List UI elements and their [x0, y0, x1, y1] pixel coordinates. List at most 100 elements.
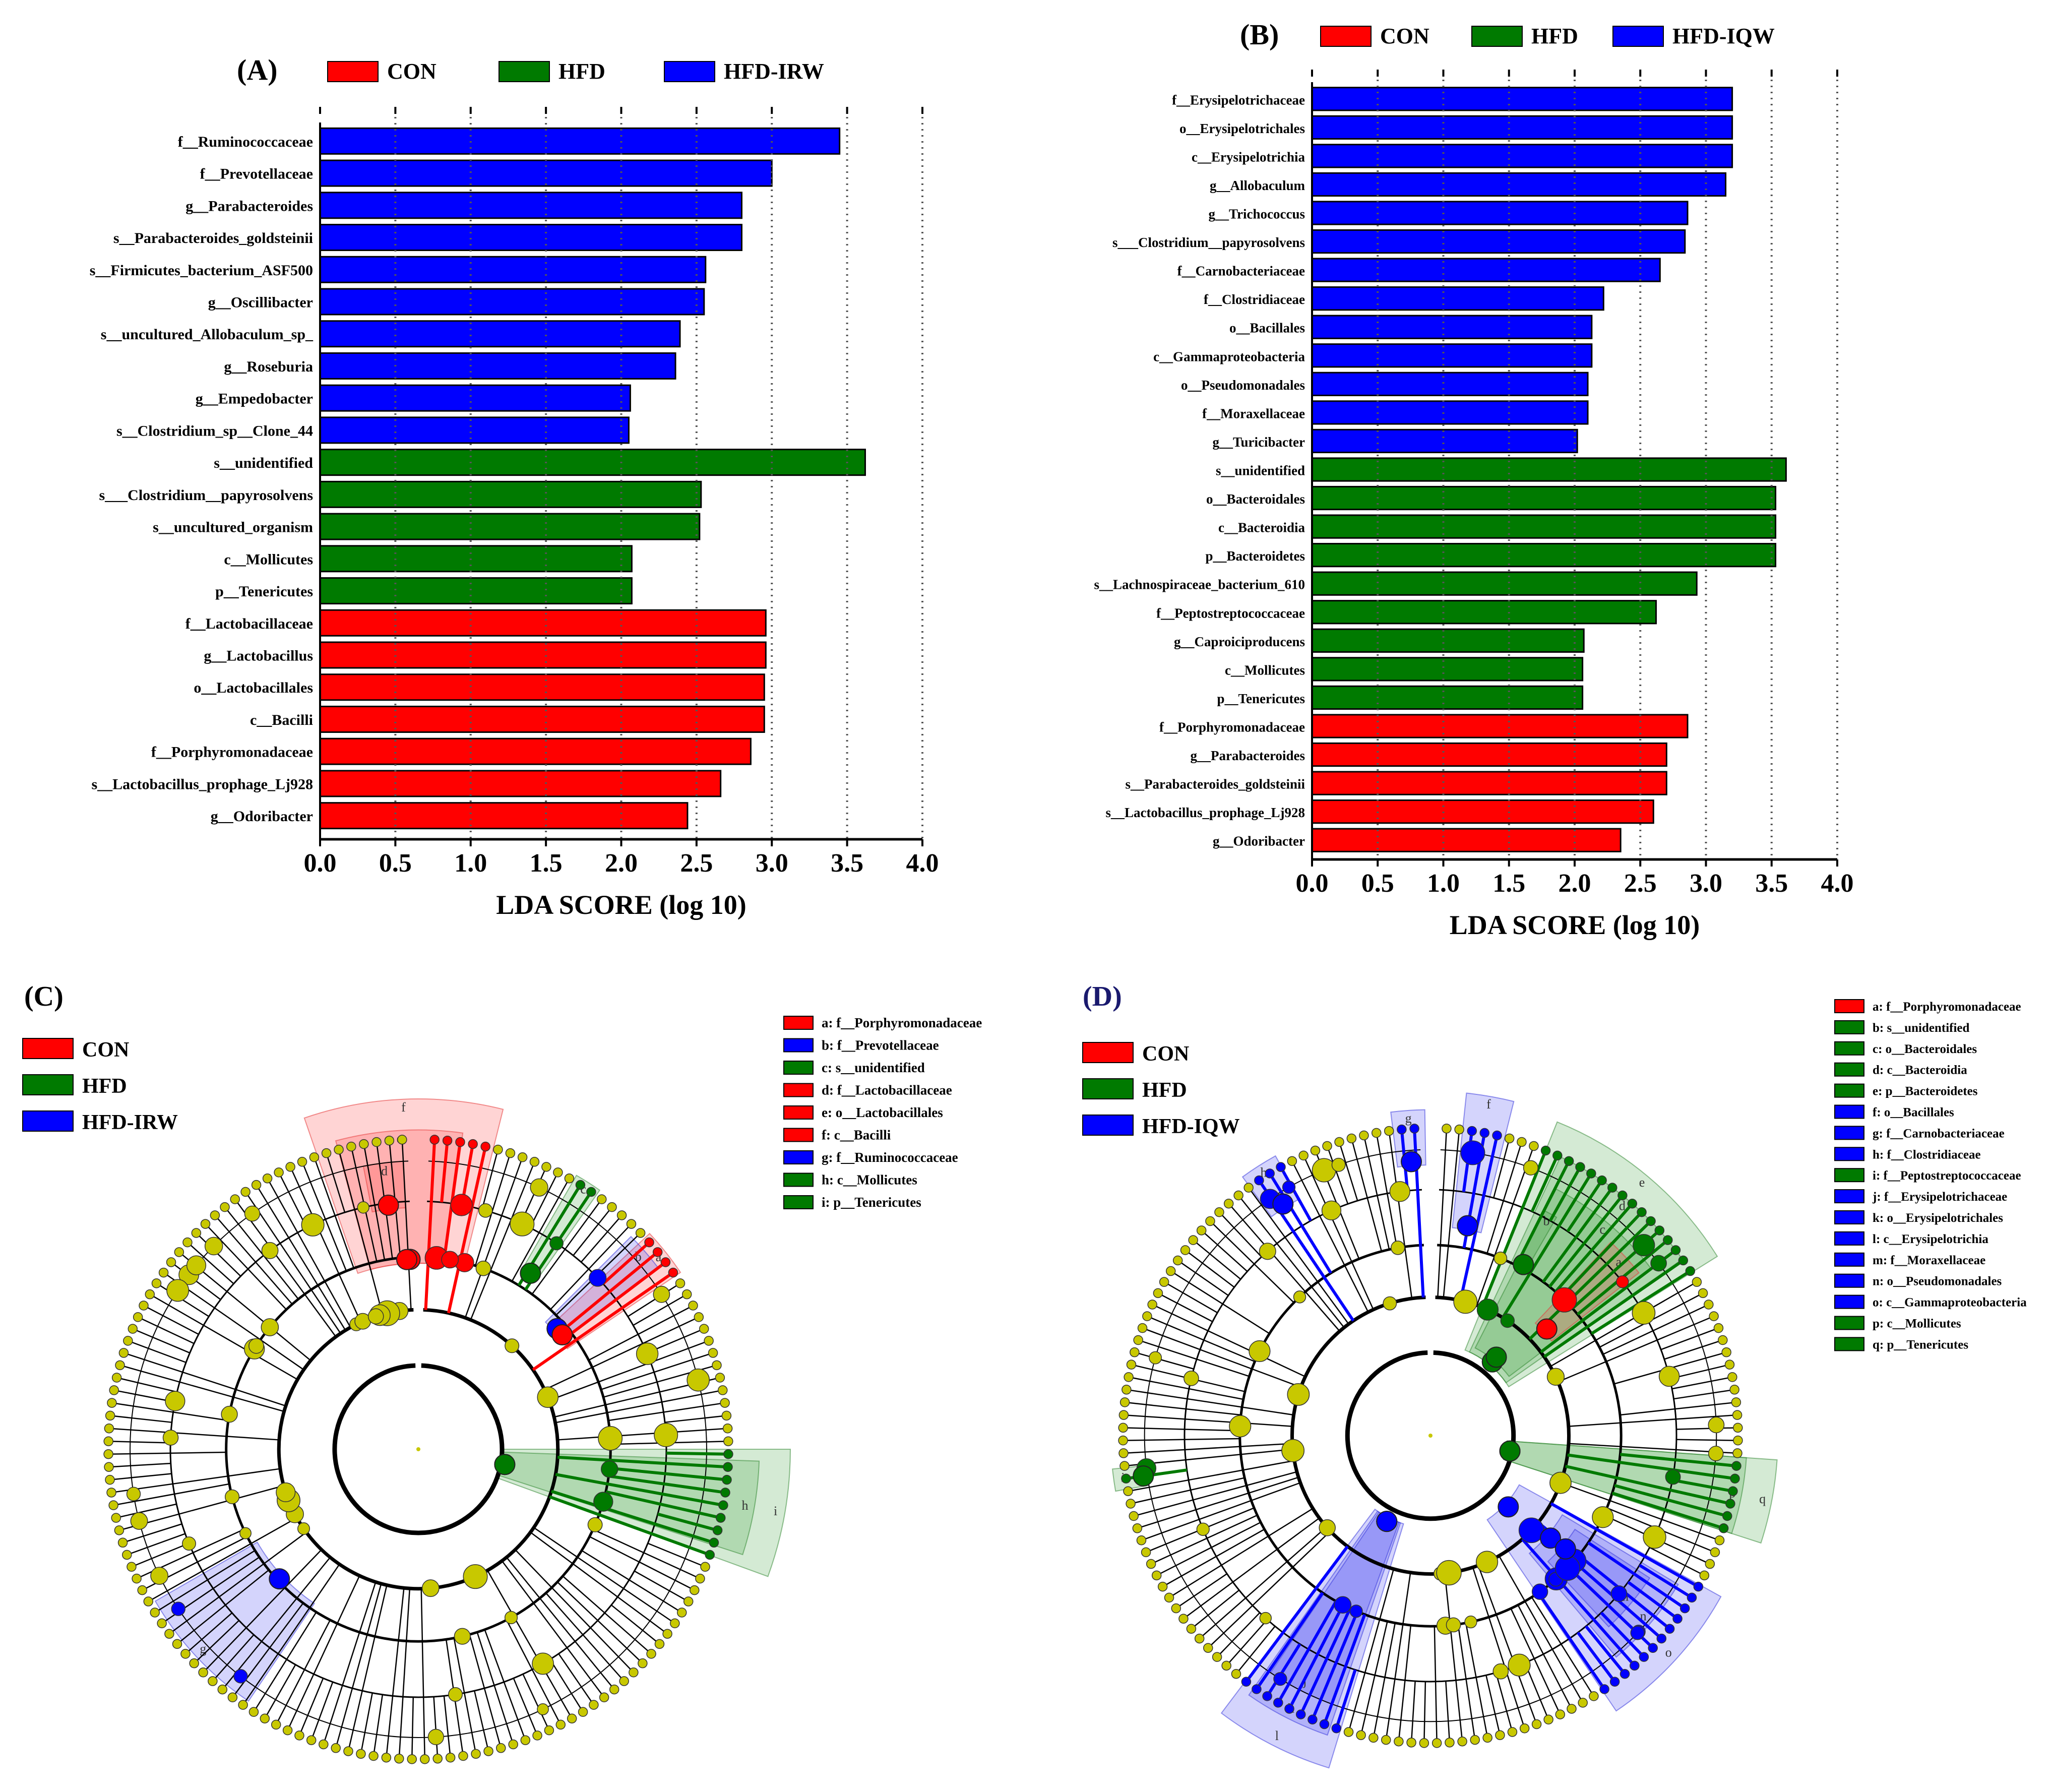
tree-branch [1524, 1662, 1549, 1720]
tree-branch [169, 1531, 307, 1635]
leaf-node [683, 1596, 694, 1606]
tree-branch [1398, 1625, 1412, 1742]
key-label: f: c__Bacilli [822, 1128, 891, 1143]
tree-branch [132, 1328, 191, 1354]
leaf-node [309, 1152, 320, 1162]
bar-label: g__Lactobacillus [204, 648, 313, 664]
biomarker-node [396, 1249, 417, 1270]
leaf-node [1543, 1714, 1553, 1725]
tree-branch [1277, 1600, 1338, 1704]
tree-branch [1128, 1460, 1295, 1492]
key-swatch [1834, 1189, 1864, 1204]
tree-branch [1338, 1142, 1358, 1201]
tree-branch [447, 1146, 487, 1314]
leaf-node [1713, 1323, 1724, 1333]
bar-label: f__Peptostreptococcaceae [1156, 605, 1305, 621]
leaf-node [1298, 1150, 1309, 1161]
root-node [1428, 1434, 1433, 1438]
internal-node [478, 1203, 493, 1218]
leaf-node [609, 1684, 619, 1695]
lda-bar [1311, 628, 1585, 653]
key-label: e: p__Bacteroidetes [1873, 1085, 1978, 1098]
internal-node [1546, 1368, 1565, 1386]
tree-branch [203, 1549, 322, 1673]
tree-branch [605, 1490, 721, 1520]
internal-node [1460, 1140, 1485, 1165]
leaf-node [1157, 1581, 1168, 1592]
tree-branch [657, 1512, 718, 1532]
tree-branch [1323, 1614, 1366, 1725]
bar-label: s__Clostridium_sp__Clone_44 [116, 422, 313, 439]
tree-branch [1600, 1612, 1645, 1658]
key-swatch [1834, 1210, 1864, 1224]
sector-letter: c [1599, 1222, 1605, 1237]
internal-node [1531, 1583, 1548, 1600]
internal-node [1658, 1366, 1680, 1387]
key-label: d: c__Bacteroidia [1873, 1064, 1967, 1077]
leaf-node [397, 1135, 407, 1145]
lda-bar [1311, 571, 1698, 596]
tree-branch [212, 1634, 255, 1682]
legend-label: CON [82, 1038, 129, 1062]
lda-bar [1311, 258, 1661, 282]
leaf-node [712, 1360, 722, 1371]
tree-branch [347, 1585, 388, 1752]
internal-node [532, 1652, 554, 1675]
x-tick-label: 0.0 [304, 849, 337, 878]
leaf-node [681, 1289, 692, 1300]
leaf-node [1343, 1727, 1354, 1737]
tree-branch [501, 1560, 605, 1698]
leaf-node [529, 1157, 540, 1167]
tree-branch [1163, 1281, 1218, 1314]
leaf-node [520, 1735, 531, 1745]
x-tick-label: 0.0 [1296, 869, 1329, 898]
leaf-node [1119, 1461, 1130, 1471]
key-label: b: s__unidentified [1873, 1021, 1970, 1035]
tree-branch [1156, 1521, 1261, 1576]
bar-label: g__Oscillibacter [208, 294, 313, 311]
tree-branch [1672, 1478, 1733, 1493]
leaf-node [445, 1752, 456, 1763]
key-swatch [1834, 1062, 1864, 1077]
leaf-node [158, 1267, 169, 1278]
leaf-node [508, 1739, 518, 1750]
leaf-node [720, 1488, 730, 1498]
leaf-node [564, 1173, 575, 1184]
tree-branch [469, 1634, 502, 1749]
leaf-node [105, 1410, 115, 1421]
panel-letter: (B) [1240, 18, 1279, 51]
leaf-node [1284, 1704, 1294, 1714]
leaf-node [1194, 1633, 1205, 1644]
tree-branch [1560, 1482, 1720, 1541]
internal-node [1334, 1596, 1352, 1614]
leaf-node [496, 1743, 506, 1753]
tree-branch [1335, 1669, 1357, 1729]
legend-label: CON [387, 59, 437, 84]
leaf-node [718, 1385, 728, 1395]
leaf-node [700, 1562, 710, 1572]
tree-branch [1550, 1281, 1698, 1367]
leaf-node [723, 1436, 733, 1446]
tree-branch [194, 1620, 239, 1664]
bar-label: g__Roseburia [224, 358, 313, 375]
leaf-node [1724, 1360, 1735, 1370]
leaf-node [1319, 1719, 1330, 1729]
internal-node [504, 1611, 518, 1625]
lda-bar [319, 705, 765, 733]
leaf-node [722, 1474, 732, 1485]
tree-branch [601, 1352, 713, 1390]
leaf-node [1171, 1603, 1181, 1614]
internal-node [1184, 1371, 1199, 1386]
leaf-node [544, 1725, 554, 1736]
tree-branch [128, 1340, 186, 1364]
leaf-node [139, 1301, 149, 1311]
tree-branch [1177, 1260, 1229, 1296]
tree-branch [545, 1592, 625, 1682]
leaf-node [1519, 1723, 1530, 1734]
tree-branch [1185, 1249, 1235, 1288]
biomarker-node [378, 1194, 399, 1216]
lda-bar [319, 737, 752, 765]
tree-branch [1299, 1608, 1352, 1715]
leaf-node [166, 1257, 176, 1267]
leaf-node [1356, 1730, 1366, 1740]
